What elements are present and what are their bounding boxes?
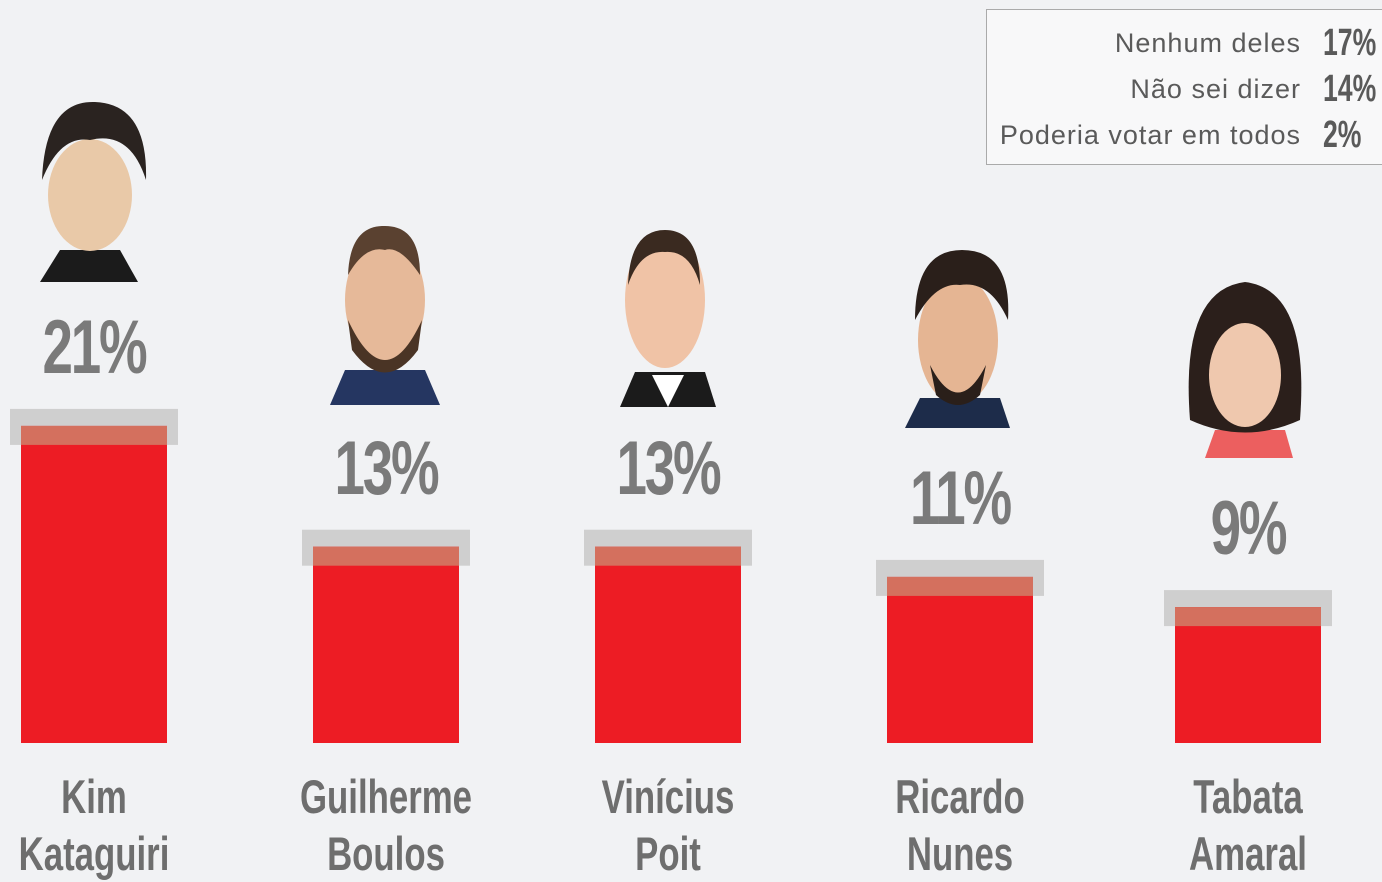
legend-value: 14%: [1323, 68, 1354, 111]
legend-row: Poderia votar em todos 2%: [1000, 112, 1367, 158]
legend-row: Não sei dizer 14%: [1130, 66, 1367, 112]
category-label: Kim Kataguiri: [0, 768, 190, 882]
value-label: 11%: [888, 461, 1032, 537]
bar-top: [21, 426, 167, 445]
caricature: [905, 250, 1010, 428]
chart: Nenhum deles17%Não sei dizer14%Poderia v…: [0, 0, 1382, 879]
caricature: [330, 226, 440, 405]
bar-top: [1175, 607, 1321, 626]
category-label: Guilherme Boulos: [290, 768, 482, 882]
value-label: 21%: [22, 310, 166, 386]
page: Nenhum deles17%Não sei dizer14%Poderia v…: [0, 0, 1382, 879]
value-label: 13%: [596, 431, 740, 507]
bar: [595, 547, 741, 743]
value-label: 13%: [314, 431, 458, 507]
category-label: Vinícius Poit: [572, 768, 764, 882]
bar: [1175, 607, 1321, 743]
caricature: [620, 230, 716, 407]
legend-label: Nenhum deles: [1115, 28, 1301, 59]
legend-label: Não sei dizer: [1130, 74, 1301, 105]
legend-row: Nenhum deles 17%: [1115, 20, 1367, 66]
bar-top: [887, 577, 1033, 596]
bar: [21, 426, 167, 743]
legend-value: 17%: [1323, 22, 1354, 65]
bar-top: [313, 547, 459, 566]
category-label: Tabata Amaral: [1152, 768, 1344, 882]
bar: [887, 577, 1033, 743]
legend-value: 2%: [1323, 114, 1354, 157]
bar-top: [595, 547, 741, 566]
caricature: [40, 102, 146, 282]
legend-label: Poderia votar em todos: [1000, 120, 1301, 151]
value-label: 9%: [1176, 491, 1320, 567]
category-label: Ricardo Nunes: [864, 768, 1056, 882]
caricature: [1189, 282, 1302, 458]
bar: [313, 547, 459, 743]
